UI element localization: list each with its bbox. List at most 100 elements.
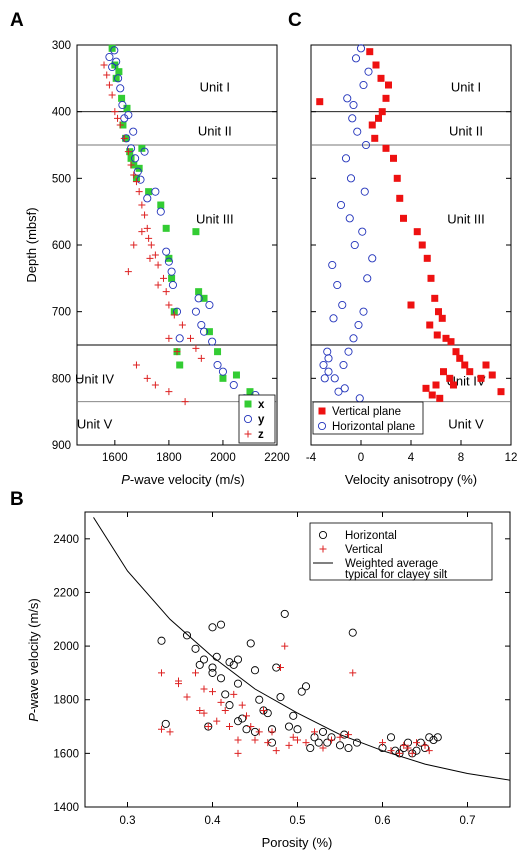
panel-c-point-horizontal-plane (320, 374, 329, 383)
panel-c-point-horizontal-plane (341, 154, 351, 163)
panel-a-point-z (197, 354, 205, 362)
panel-a-point-z (130, 171, 138, 179)
panel-b-point-horizontal (199, 655, 209, 664)
panel-c-point-vertical-plane (418, 241, 426, 249)
panel-c-point-vertical-plane (442, 334, 450, 342)
panel-c-point-vertical-plane (372, 61, 380, 69)
panel-c-point-horizontal-plane (359, 307, 368, 316)
panel-a-point-z (165, 334, 173, 342)
panel-b-legend-label-line2: typical for clayey silt (345, 569, 448, 581)
panel-a-point-y (105, 52, 114, 62)
panel-b-point-vertical (166, 728, 174, 736)
panel-b-point-vertical (158, 725, 165, 733)
panel-a-data-marks (100, 44, 260, 406)
panel-c-unit-label: Unit I (451, 79, 481, 94)
panel-a-point-y (199, 327, 209, 336)
panel-a-x-tick-label: 1600 (102, 452, 128, 464)
panel-c-point-vertical-plane (375, 114, 382, 122)
panel-a-point-z (124, 268, 132, 276)
panel-c-unit-label: Unit III (447, 211, 485, 226)
panel-b-point-horizontal (293, 725, 302, 734)
panel-c-point-vertical-plane (433, 331, 441, 339)
panel-c-point-vertical-plane (427, 274, 435, 282)
panel-a-point-x (118, 94, 126, 102)
panel-b-point-vertical (209, 688, 216, 696)
panel-c-point-vertical-plane (436, 394, 444, 402)
panel-a-y-tick-label: 500 (52, 173, 71, 185)
panel-b-point-horizontal (344, 743, 353, 753)
panel-c-point-vertical-plane (428, 391, 436, 399)
panel-b-point-horizontal (259, 706, 268, 715)
panel-c-point-horizontal-plane (351, 54, 361, 63)
panel-c-point-vertical-plane (461, 361, 469, 369)
panel-a-point-z (154, 261, 162, 269)
panel-a-point-y (218, 367, 227, 376)
panel-a-point-z (147, 241, 155, 249)
panel-a-point-z (165, 388, 173, 396)
panel-c-x-tick-label: 8 (458, 452, 464, 464)
panel-b-x-ticks: 0.3 0.4 0.5 0.6 0.7 (120, 512, 476, 827)
panel-b-chart: 0.3 0.4 0.5 0.6 0.7 1400 1600 1800 2000 2200 2400… (26, 511, 511, 850)
panel-b-legend-label: Vertical (345, 544, 383, 556)
panel-c-point-horizontal-plane (346, 174, 356, 183)
panel-b-point-horizontal (276, 692, 285, 702)
panel-b-legend-marker (318, 530, 328, 540)
panel-c-x-tick-label: 12 (505, 452, 518, 464)
panel-b-point-horizontal (212, 652, 221, 661)
panel-b-point-horizontal (318, 727, 328, 736)
panel-a-point-y (156, 207, 165, 216)
panel-c-point-vertical-plane (447, 338, 455, 346)
panel-b-point-vertical (396, 749, 403, 757)
panel-b-point-vertical (234, 749, 242, 757)
panel-b-point-horizontal (216, 620, 226, 629)
panel-c-point-vertical-plane (440, 368, 447, 376)
panel-b-point-horizontal (297, 687, 306, 696)
panel-a-point-y (143, 194, 152, 203)
panel-b-point-horizontal (412, 746, 421, 755)
panel-a-point-z (146, 254, 154, 262)
panel-b-point-horizontal (225, 701, 234, 710)
panel-a-legend-label: y (258, 414, 265, 426)
panel-c-point-horizontal-plane (333, 280, 342, 290)
panel-a-point-z (162, 288, 170, 296)
panel-c-point-vertical-plane (426, 321, 434, 329)
panel-a-point-x (168, 274, 176, 282)
panel-b-point-horizontal (335, 741, 345, 750)
panel-b-point-horizontal (433, 733, 442, 742)
panel-b-point-vertical (175, 677, 182, 685)
panel-a-point-y (108, 62, 117, 72)
panel-b-data-marks (157, 609, 442, 758)
panel-b-point-vertical (213, 717, 221, 725)
panel-b-point-horizontal (233, 679, 243, 688)
panel-a-point-z (178, 321, 186, 329)
panel-a-point-z (145, 234, 153, 242)
panel-c-point-vertical-plane (400, 214, 407, 222)
panel-b-legend-marker (319, 545, 327, 553)
panel-a-point-y (213, 360, 222, 370)
panel-b-point-vertical (192, 669, 199, 677)
panel-b-point-vertical (404, 744, 412, 752)
panel-b-point-horizontal (246, 639, 255, 648)
panel-b-point-horizontal (386, 733, 396, 742)
panel-c-legend-label: Horizontal plane (332, 421, 415, 433)
panel-a-point-x (214, 348, 222, 356)
panel-c-point-vertical-plane (482, 361, 490, 369)
panel-c-point-horizontal-plane (349, 100, 358, 110)
panel-b-point-vertical (281, 642, 289, 650)
panel-b-point-vertical (425, 747, 433, 755)
panel-c-point-horizontal-plane (343, 94, 352, 103)
panel-a-point-y (208, 337, 217, 346)
panel-a-point-z (116, 121, 124, 129)
panel-a-point-z (181, 398, 189, 406)
panel-c-point-vertical-plane (368, 121, 376, 129)
panel-a-point-z (141, 211, 149, 219)
panel-c-legend-marker (317, 421, 327, 431)
panel-b-point-horizontal (225, 658, 234, 667)
panel-a-point-z (114, 114, 122, 122)
panel-b-point-vertical (264, 739, 272, 747)
panel-b-point-vertical (217, 698, 225, 706)
panel-a-legend-marker (243, 414, 253, 424)
panel-a-point-z (105, 81, 113, 89)
panel-a-x-tick-label: 1800 (156, 452, 182, 464)
panel-b-point-horizontal (314, 738, 323, 747)
